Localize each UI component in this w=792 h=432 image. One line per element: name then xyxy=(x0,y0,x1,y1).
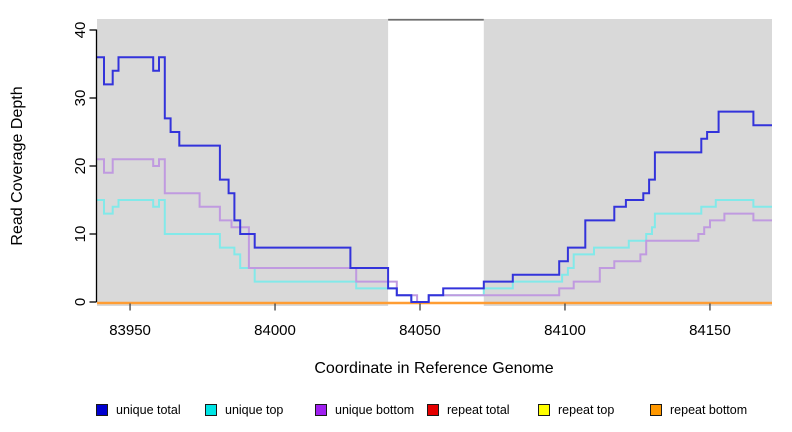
x-tick-label: 84100 xyxy=(544,322,586,339)
shading-layer xyxy=(97,18,772,306)
series-line-unique-total xyxy=(97,56,772,303)
x-tick-label: 84000 xyxy=(254,322,296,339)
series-lines-layer xyxy=(97,56,772,305)
x-tick-label: 84150 xyxy=(689,322,731,339)
x-tick-label: 83950 xyxy=(109,322,151,339)
x-axis-title: Coordinate in Reference Genome xyxy=(314,360,553,377)
y-tick-label: 0 xyxy=(72,298,89,306)
y-axis-title: Read Coverage Depth xyxy=(9,86,26,245)
shaded-repeat-region xyxy=(97,19,389,306)
shaded-repeat-region xyxy=(483,19,772,306)
y-tick-label: 10 xyxy=(72,226,89,243)
x-tick-label: 84050 xyxy=(399,322,441,339)
y-tick-label: 30 xyxy=(72,90,89,107)
y-tick-label: 40 xyxy=(72,22,89,39)
y-tick-label: 20 xyxy=(72,158,89,175)
axis-layer: 0 10 20 30 40 83950 84000 84050 84100 84150 xyxy=(72,22,731,339)
